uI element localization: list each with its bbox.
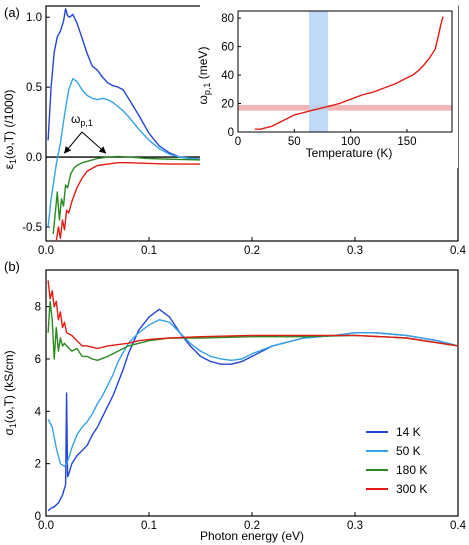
- y-tick-label-b: 8: [35, 302, 41, 314]
- panel-a: 0.0 0.1 0.2 0.3 0.4 -0.5 0.0 0.5 1.0 (a) ε1(ω,T) (…: [2, 5, 467, 257]
- panel-a-inset: 0 50 100 150 0 20 40 60 80 Temperature (K) ωp,1 (m…: [196, 5, 458, 168]
- y-tick-label-a: -0.5: [22, 222, 42, 234]
- series-line-180k-b: [47, 300, 459, 361]
- highlight-band-horizontal: [238, 104, 452, 111]
- y-tick-label-a: 0.0: [26, 152, 42, 164]
- legend-entry: 180 K: [396, 463, 427, 477]
- y-tick-label-inset: 80: [221, 13, 234, 25]
- y-axis-label-b: σ1(ω,T) (kS/cm): [2, 350, 18, 435]
- series-line-inset: [254, 16, 444, 130]
- x-tick-label-inset: 50: [288, 136, 301, 148]
- annotation-arrow: [64, 131, 83, 154]
- y-tick-label-b: 4: [35, 406, 42, 418]
- x-tick-label-b: 0.1: [141, 520, 157, 532]
- panel-label-b: (b): [4, 259, 20, 274]
- y-axis-label-inset: ωp,1 (meV): [196, 47, 212, 105]
- series-line-300k-a: [55, 162, 458, 242]
- x-tick-label-b: 0.4: [450, 520, 467, 532]
- legend-entry: 300 K: [396, 482, 427, 496]
- x-tick-label-inset: 100: [341, 136, 360, 148]
- x-axis-label-b: Photon energy (eV): [200, 529, 304, 543]
- x-tick-label-a: 0.4: [450, 245, 467, 257]
- x-tick-label-b: 0.2: [244, 520, 260, 532]
- plot-frame-inset: [237, 10, 453, 133]
- x-tick-label-a: 0.3: [347, 245, 363, 257]
- x-tick-label-a: 0.1: [141, 245, 157, 257]
- x-tick-label-b: 0.3: [347, 520, 363, 532]
- x-tick-label-a: 0.0: [38, 245, 54, 257]
- series-line-300k-b: [47, 280, 459, 350]
- panel-b: 0.0 0.1 0.2 0.3 0.4 0 2 4 6 8 (b) Photon energy (eV…: [2, 259, 467, 543]
- series-line-14k-b: [47, 308, 459, 512]
- y-axis-label-a: ε1(ω,T) (/1000): [2, 90, 18, 170]
- panel-label-a: (a): [4, 5, 20, 20]
- y-tick-label-b: 0: [35, 511, 41, 523]
- y-tick-label-b: 6: [35, 354, 41, 366]
- plot-frame-b: [45, 269, 459, 517]
- inset-background: [200, 5, 458, 168]
- x-tick-label-b: 0.0: [38, 520, 54, 532]
- y-tick-label-inset: 40: [221, 70, 234, 82]
- y-tick-label-b: 2: [35, 459, 41, 471]
- series-line-50k-b: [47, 319, 459, 467]
- y-tick-label-a: 1.0: [26, 12, 42, 24]
- x-tick-label-a: 0.2: [244, 245, 260, 257]
- y-tick-label-inset: 20: [221, 99, 234, 111]
- x-tick-label-inset: 150: [397, 136, 416, 148]
- x-tick-label-inset: 0: [235, 136, 241, 148]
- annotation-omega-p1: ωp,1: [71, 112, 93, 128]
- highlight-band-vertical: [308, 11, 329, 132]
- legend-entry: 50 K: [396, 444, 421, 458]
- annotation-arrow: [81, 131, 107, 154]
- series-line-180k-a: [52, 155, 459, 235]
- y-tick-label-a: 0.5: [26, 82, 42, 94]
- legend-entry: 14 K: [396, 425, 421, 439]
- y-tick-label-inset: 60: [221, 42, 234, 54]
- x-axis-label-inset: Temperature (K): [306, 146, 393, 160]
- y-tick-label-inset: 0: [228, 127, 234, 139]
